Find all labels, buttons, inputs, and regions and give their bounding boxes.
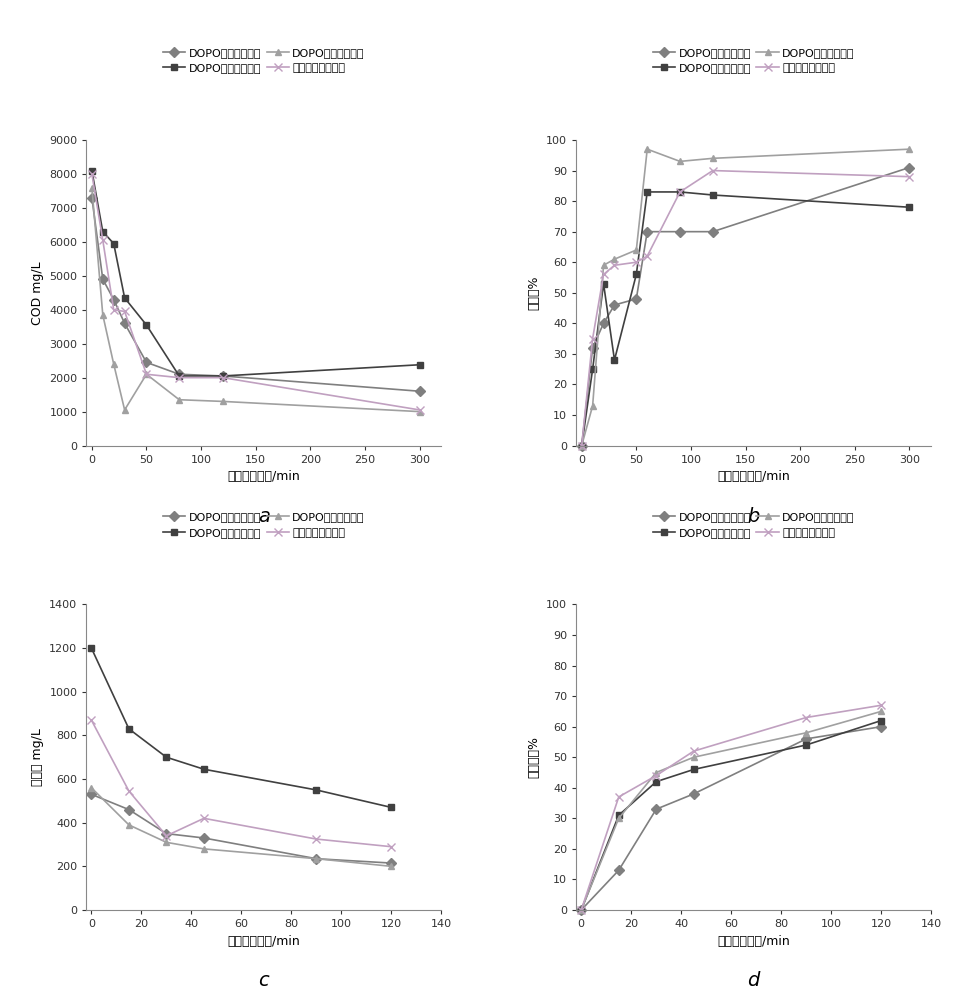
Text: c: c [258, 971, 269, 990]
Y-axis label: COD mg/L: COD mg/L [31, 261, 44, 325]
Legend: DOPO第一次离心液, DOPO第二次离心液, DOPO第三次离心液, 四种离心液混合液: DOPO第一次离心液, DOPO第二次离心液, DOPO第三次离心液, 四种离心… [653, 512, 854, 538]
Legend: DOPO第一次离心液, DOPO第二次离心液, DOPO第三次离心液, 四种离心液混合液: DOPO第一次离心液, DOPO第二次离心液, DOPO第三次离心液, 四种离心… [163, 512, 365, 538]
Y-axis label: 去除率%: 去除率% [528, 276, 540, 310]
Legend: DOPO第一次离心液, DOPO第二次离心液, DOPO第三次离心液, 四种离心液混合液: DOPO第一次离心液, DOPO第二次离心液, DOPO第三次离心液, 四种离心… [653, 48, 854, 73]
Text: d: d [748, 971, 760, 990]
Y-axis label: 酚吸附率%: 酚吸附率% [528, 736, 540, 778]
X-axis label: 静态吸附时间/min: 静态吸附时间/min [717, 470, 790, 483]
X-axis label: 静态吸附时间/min: 静态吸附时间/min [717, 935, 790, 948]
Y-axis label: 酚含量 mg/L: 酚含量 mg/L [31, 728, 44, 786]
X-axis label: 静态吸附时间/min: 静态吸附时间/min [228, 470, 300, 483]
Text: a: a [258, 507, 270, 526]
Text: b: b [748, 507, 760, 526]
X-axis label: 静态吸附时间/min: 静态吸附时间/min [228, 935, 300, 948]
Legend: DOPO第一次离心液, DOPO第二次离心液, DOPO第三次离心液, 四种离心液混合液: DOPO第一次离心液, DOPO第二次离心液, DOPO第三次离心液, 四种离心… [163, 48, 365, 73]
